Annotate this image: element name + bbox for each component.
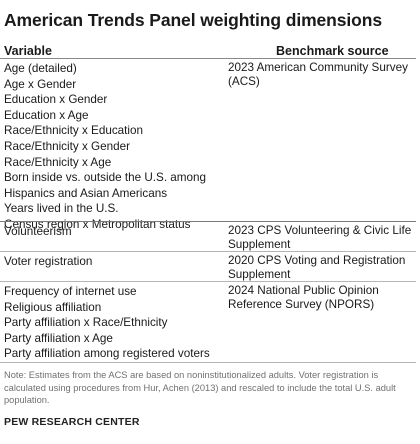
table-note: Note: Estimates from the ACS are based o…	[4, 370, 396, 406]
variable-item: Age (detailed)	[4, 62, 77, 75]
benchmark-source: 2023 CPS Volunteering & Civic Life Suppl…	[228, 224, 412, 251]
variable-item: Voter registration	[4, 255, 93, 268]
table-bottom-divider	[0, 362, 416, 363]
variable-item: Hispanics and Asian Americans	[4, 186, 168, 200]
variable-item: Race/Ethnicity x Gender	[4, 139, 131, 153]
variable-item: Party affiliation among registered voter…	[4, 347, 210, 361]
variable-item: Race/Ethnicity x Education	[4, 124, 144, 138]
variable-list: Age (detailed) Age x Gender Education x …	[4, 61, 218, 233]
variable-item: Party affiliation x Race/Ethnicity	[4, 316, 168, 330]
variable-item: Volunteerism	[4, 225, 72, 238]
row-divider	[0, 221, 416, 222]
variable-item: Years lived in the U.S.	[4, 202, 119, 216]
row-divider	[0, 281, 416, 282]
variable-item: Race/Ethnicity x Age	[4, 155, 112, 169]
row-divider	[0, 251, 416, 252]
variable-item: Education x Gender	[4, 93, 108, 107]
benchmark-source: 2024 National Public Opinion Reference S…	[228, 284, 379, 311]
figure-title: American Trends Panel weighting dimensio…	[4, 10, 382, 30]
variable-item: Age x Gender	[4, 77, 77, 91]
variable-item: Frequency of internet use	[4, 285, 137, 298]
variable-item: Born inside vs. outside the U.S. among	[4, 171, 207, 185]
variable-item: Religious affiliation	[4, 300, 102, 314]
benchmark-source: 2020 CPS Voting and Registration Supplem…	[228, 254, 406, 281]
variable-item: Education x Age	[4, 108, 89, 122]
benchmark-source: 2023 American Community Survey (ACS)	[228, 61, 408, 88]
variable-item: Party affiliation x Age	[4, 331, 113, 345]
source-footer: PEW RESEARCH CENTER	[4, 416, 140, 428]
variable-list: Voter registration	[4, 254, 218, 270]
variable-column-header: Variable	[4, 44, 52, 58]
header-divider	[0, 58, 416, 59]
variable-list: Frequency of internet use Religious affi…	[4, 284, 218, 362]
variable-list: Volunteerism	[4, 224, 218, 240]
benchmark-column-header: Benchmark source	[276, 44, 389, 58]
